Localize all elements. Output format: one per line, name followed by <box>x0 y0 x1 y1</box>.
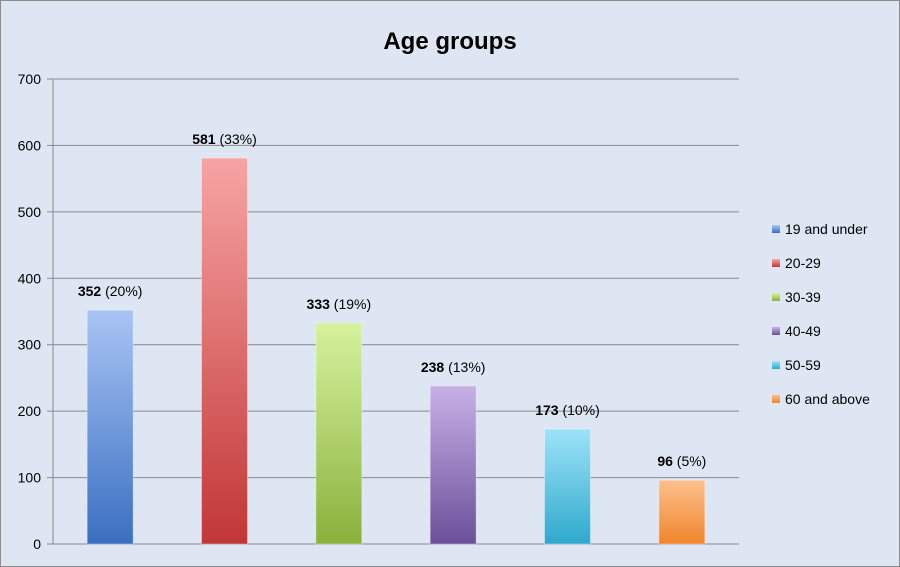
legend-swatch-2 <box>772 259 780 267</box>
bar-2 <box>201 157 248 545</box>
legend-label-3: 30-39 <box>785 289 821 305</box>
y-tick-label: 500 <box>18 204 42 220</box>
legend-swatch-6 <box>772 395 780 403</box>
legend-swatch-3 <box>772 293 780 301</box>
data-label-value: 352 <box>78 283 102 299</box>
data-label-1: 352 (20%) <box>78 283 143 299</box>
legend-swatch-1 <box>772 225 780 233</box>
gridlines <box>53 78 739 479</box>
bars <box>86 157 706 545</box>
data-label-value: 173 <box>535 402 559 418</box>
data-label-percent: (33%) <box>216 131 257 147</box>
data-label-3: 333 (19%) <box>307 296 372 312</box>
chart-title: Age groups <box>383 28 516 55</box>
legend-swatch-4 <box>772 327 780 335</box>
data-label-percent: (19%) <box>330 296 371 312</box>
data-label-4: 238 (13%) <box>421 359 486 375</box>
y-tick-label: 100 <box>18 470 42 486</box>
legend: 19 and under 20-29 30-39 40-49 50-59 60 and a… <box>772 221 870 407</box>
data-label-percent: (20%) <box>101 283 142 299</box>
data-labels: 352 (20%) 581 (33%) 333 (19%) 238 (13%) 173 … <box>78 131 706 469</box>
legend-label-5: 50-59 <box>785 357 821 373</box>
bar-6 <box>658 479 706 545</box>
bar-3 <box>315 322 363 545</box>
data-label-percent: (5%) <box>673 453 706 469</box>
data-label-6: 96 (5%) <box>657 453 706 469</box>
legend-swatch-5 <box>772 361 780 369</box>
bar-1 <box>86 309 134 545</box>
bar-5 <box>544 428 591 545</box>
y-tick-label: 200 <box>18 403 42 419</box>
y-tick-label: 300 <box>18 337 42 353</box>
legend-label-6: 60 and above <box>785 391 870 407</box>
data-label-percent: (10%) <box>559 402 600 418</box>
legend-label-2: 20-29 <box>785 255 821 271</box>
data-label-value: 333 <box>307 296 331 312</box>
data-label-percent: (13%) <box>444 359 485 375</box>
y-tick-label: 0 <box>33 536 41 552</box>
data-label-2: 581 (33%) <box>192 131 257 147</box>
legend-label-4: 40-49 <box>785 323 821 339</box>
y-tick-label: 600 <box>18 137 42 153</box>
y-tick-label: 700 <box>18 71 42 87</box>
data-label-value: 581 <box>192 131 216 147</box>
axes: 0 100 200 300 400 500 600 700 <box>18 71 739 552</box>
data-label-value: 238 <box>421 359 445 375</box>
y-tick-label: 400 <box>18 270 42 286</box>
data-label-value: 96 <box>657 453 673 469</box>
bar-4 <box>429 385 477 545</box>
data-label-5: 173 (10%) <box>535 402 600 418</box>
legend-label-1: 19 and under <box>785 221 868 237</box>
